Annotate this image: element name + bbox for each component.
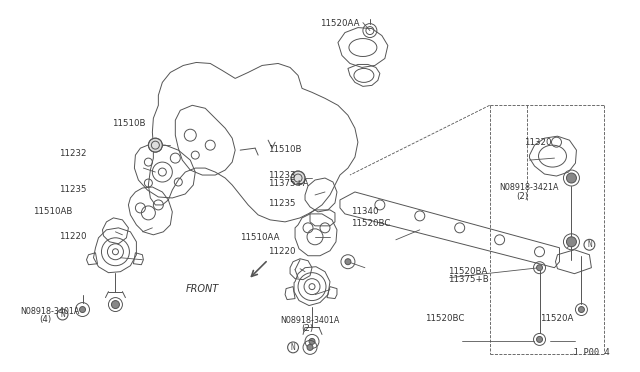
Text: 11220: 11220 — [268, 247, 295, 256]
Text: 11340: 11340 — [351, 207, 378, 216]
Text: 11510B: 11510B — [113, 119, 146, 128]
Text: 11520BC: 11520BC — [351, 219, 390, 228]
Text: 11235: 11235 — [60, 185, 87, 194]
Circle shape — [111, 301, 120, 308]
Circle shape — [291, 171, 305, 185]
Circle shape — [345, 259, 351, 265]
Text: (2): (2) — [301, 324, 313, 333]
Circle shape — [566, 173, 577, 183]
Circle shape — [79, 307, 86, 312]
Text: FRONT: FRONT — [186, 284, 219, 294]
Text: 11233: 11233 — [268, 171, 295, 180]
Text: 11510B: 11510B — [268, 145, 301, 154]
Circle shape — [536, 336, 543, 342]
Text: 11232: 11232 — [60, 149, 87, 158]
Text: 11220: 11220 — [60, 231, 87, 241]
Text: (4): (4) — [39, 315, 51, 324]
Text: N08918-3421A: N08918-3421A — [499, 183, 558, 192]
Text: 11375+A: 11375+A — [268, 179, 308, 187]
Text: N08918-3401A: N08918-3401A — [280, 316, 340, 325]
Text: N: N — [587, 240, 592, 249]
Circle shape — [566, 237, 577, 247]
Circle shape — [309, 339, 315, 344]
Circle shape — [536, 265, 543, 271]
Text: 11520BC: 11520BC — [426, 314, 465, 323]
Text: 11510AA: 11510AA — [240, 233, 280, 243]
Text: 11320: 11320 — [524, 138, 552, 147]
Text: 11235: 11235 — [268, 199, 295, 208]
Text: 11375+B: 11375+B — [448, 275, 488, 284]
Text: (2): (2) — [516, 192, 529, 201]
Circle shape — [148, 138, 163, 152]
Text: 11520BA: 11520BA — [448, 267, 487, 276]
Text: N08918-3401A: N08918-3401A — [20, 307, 79, 316]
Circle shape — [307, 344, 313, 350]
Text: N: N — [60, 310, 65, 319]
Text: N: N — [291, 343, 296, 352]
Text: 11520A: 11520A — [540, 314, 573, 323]
Text: J P00 4: J P00 4 — [573, 348, 609, 357]
Text: 11510AB: 11510AB — [33, 208, 72, 217]
Circle shape — [579, 307, 584, 312]
Text: 11520AA: 11520AA — [320, 19, 360, 28]
